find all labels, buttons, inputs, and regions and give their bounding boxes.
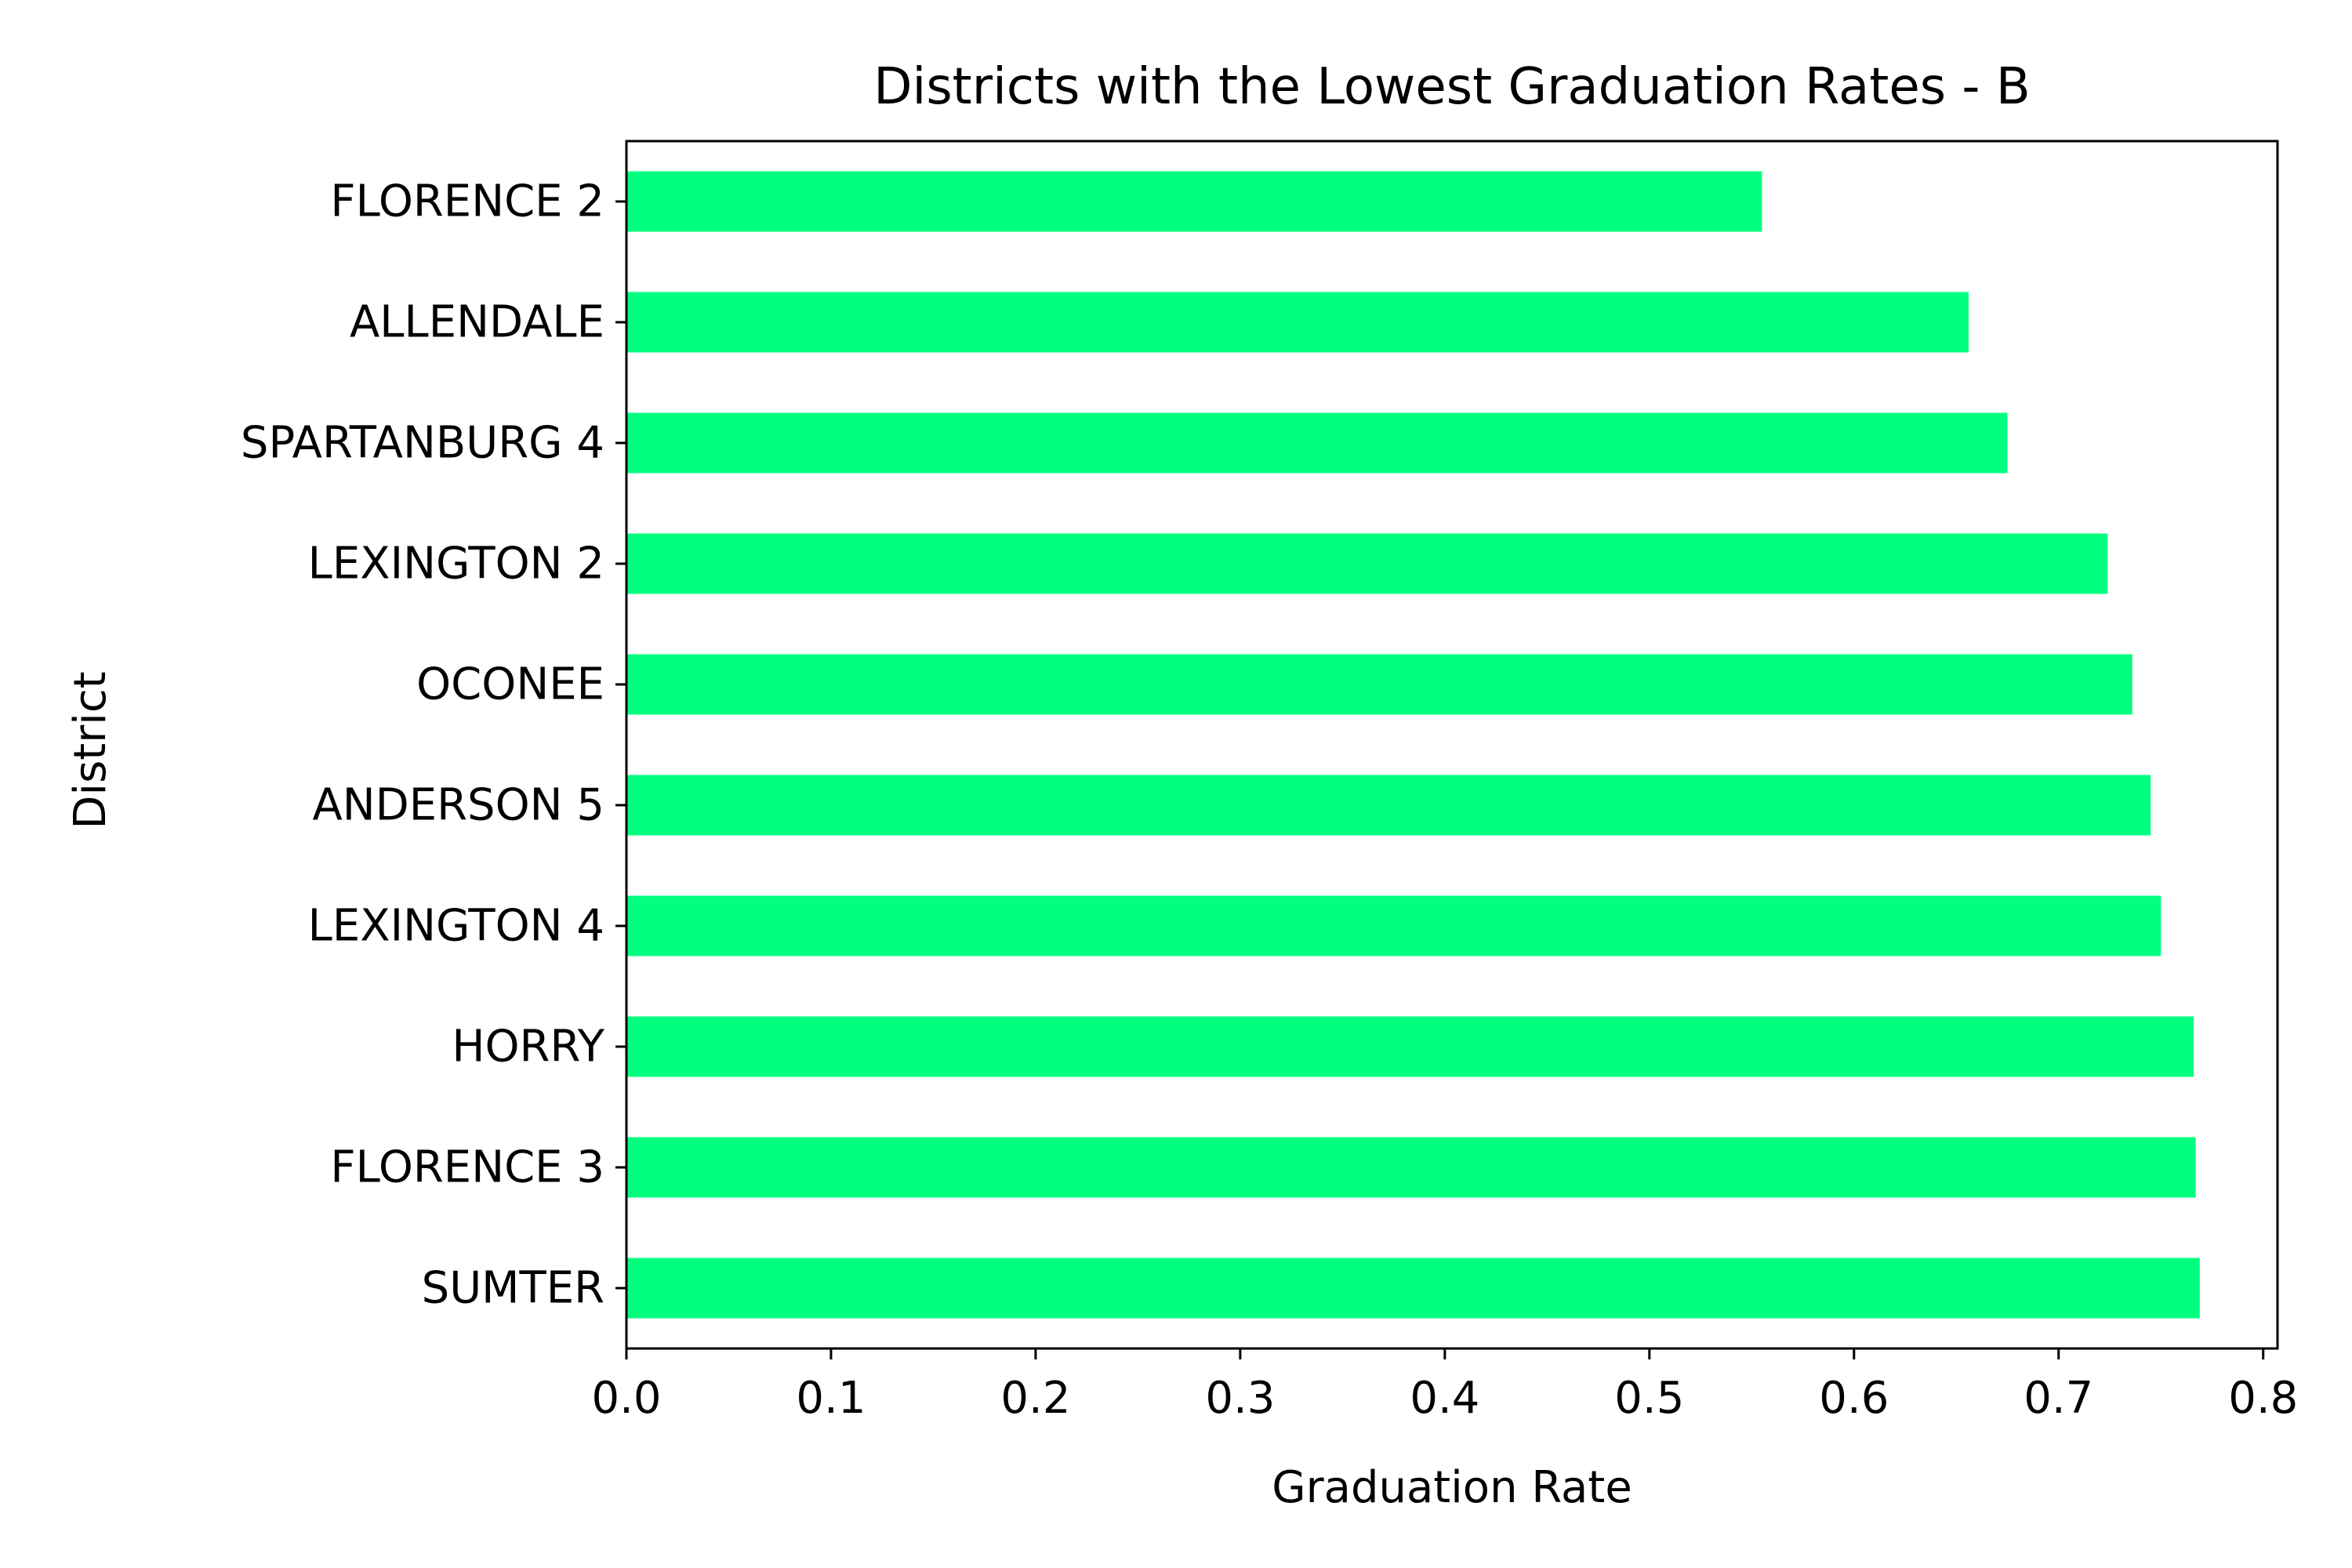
y-axis-label: District	[65, 671, 116, 829]
chart-title: Districts with the Lowest Graduation Rat…	[873, 58, 2031, 116]
bar-anderson-5	[626, 775, 2151, 836]
y-tick-label: SUMTER	[422, 1263, 604, 1314]
x-axis-label: Graduation Rate	[1272, 1462, 1632, 1513]
y-tick-label: LEXINGTON 2	[308, 539, 604, 590]
bar-florence-2	[626, 171, 1762, 232]
plot-frame	[625, 140, 2279, 1350]
y-tick-label: SPARTANBURG 4	[241, 418, 604, 469]
x-tick-label: 0.0	[591, 1373, 661, 1424]
x-tick-label: 0.8	[2228, 1373, 2298, 1424]
x-tick-label: 0.1	[796, 1373, 866, 1424]
y-tick-label: ALLENDALE	[350, 297, 604, 348]
y-tick-label: ANDERSON 5	[312, 780, 604, 831]
bar-horry	[626, 1016, 2194, 1077]
y-tick-label: LEXINGTON 4	[308, 901, 604, 952]
x-ticks: 0.0 0.1 0.2 0.3 0.4 0.5 0.6 0.7 0.8	[591, 1348, 2298, 1424]
bar-florence-3	[626, 1137, 2196, 1198]
x-tick-label: 0.3	[1205, 1373, 1275, 1424]
y-tick-label: FLORENCE 3	[330, 1142, 604, 1193]
x-tick-label: 0.7	[2024, 1373, 2093, 1424]
x-tick-label: 0.2	[1000, 1373, 1070, 1424]
x-tick-label: 0.4	[1410, 1373, 1479, 1424]
bar-lexington-2	[626, 533, 2108, 594]
x-tick-label: 0.5	[1614, 1373, 1684, 1424]
bar-lexington-4	[626, 895, 2161, 956]
y-ticks: FLORENCE 2 ALLENDALE SPARTANBURG 4 LEXINGTO…	[241, 176, 626, 1314]
y-tick-label: FLORENCE 2	[330, 176, 604, 227]
bar-spartanburg-4	[626, 412, 2008, 474]
bar-allendale	[626, 292, 1969, 353]
y-tick-label: HORRY	[452, 1022, 604, 1073]
x-tick-label: 0.6	[1819, 1373, 1889, 1424]
bars-layer	[626, 171, 2200, 1319]
bar-oconee	[626, 654, 2132, 715]
y-tick-label: OCONEE	[416, 659, 604, 710]
bar-sumter	[626, 1258, 2200, 1319]
